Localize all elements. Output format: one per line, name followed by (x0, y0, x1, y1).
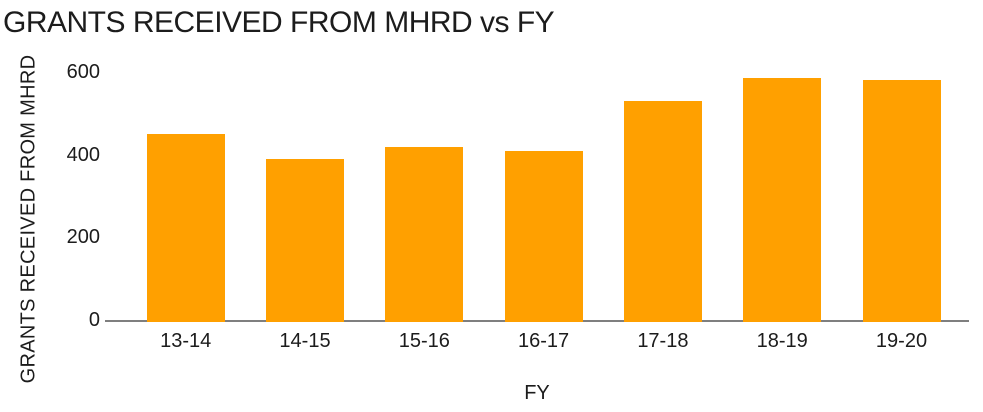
bar-15-16 (385, 147, 464, 322)
bar-14-15 (266, 158, 344, 322)
bar-17-18 (623, 101, 702, 322)
x-tick-label: 19-20 (875, 330, 928, 352)
x-tick-label: 13-14 (160, 330, 212, 352)
x-axis-title: FY (524, 382, 550, 404)
chart-title: GRANTS RECEIVED FROM MHRD vs FY (3, 6, 555, 39)
plot-area (105, 72, 969, 322)
bar-18-19 (743, 78, 822, 322)
y-tick-label: 0 (88, 309, 100, 331)
y-tick-label: 200 (66, 226, 100, 249)
y-tick-label: 600 (66, 61, 100, 83)
bar-13-14 (146, 134, 225, 322)
bar-19-20 (862, 80, 941, 322)
x-tick-label: 15-16 (398, 330, 450, 352)
x-tick-label: 14-15 (279, 330, 331, 352)
x-tick-label: 17-18 (637, 330, 689, 352)
y-tick-label: 400 (66, 143, 100, 166)
x-tick-label: 16-17 (518, 330, 570, 352)
y-axis-title: GRANTS RECEIVED FROM MHRD (17, 54, 40, 384)
bar-16-17 (504, 151, 583, 322)
x-tick-label: 18-19 (756, 330, 808, 352)
